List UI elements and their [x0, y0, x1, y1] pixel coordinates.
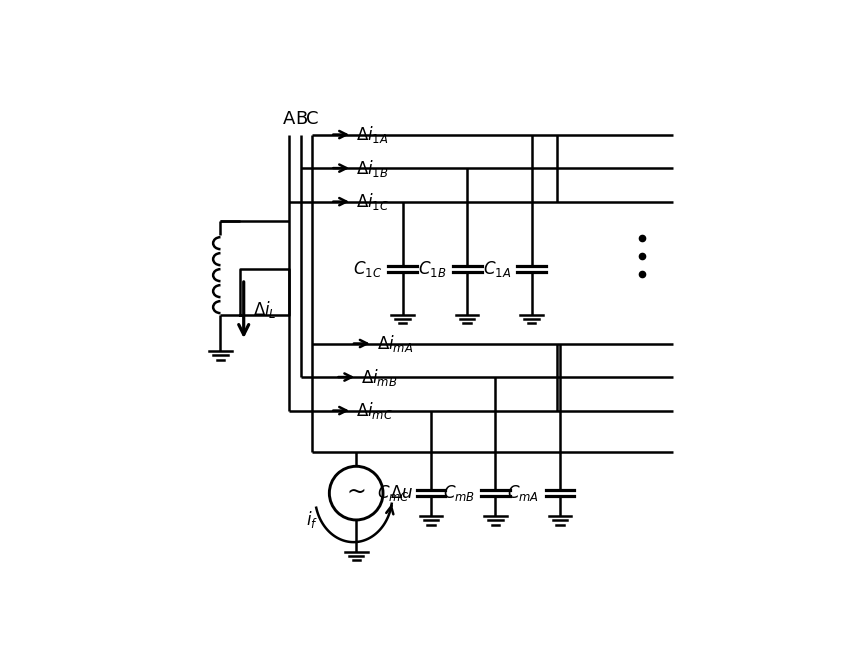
Text: $\Delta i_{mA}$: $\Delta i_{mA}$ — [377, 333, 414, 354]
Text: $\Delta i_{1B}$: $\Delta i_{1B}$ — [357, 157, 389, 179]
Text: $C_{mB}$: $C_{mB}$ — [443, 483, 475, 503]
Text: $\Delta i_{1A}$: $\Delta i_{1A}$ — [357, 124, 389, 145]
Text: $\Delta i_{1C}$: $\Delta i_{1C}$ — [357, 191, 390, 212]
Text: $C_{1B}$: $C_{1B}$ — [418, 259, 447, 279]
Text: $C_{1C}$: $C_{1C}$ — [353, 259, 382, 279]
Text: $\Delta i_{mC}$: $\Delta i_{mC}$ — [357, 400, 393, 421]
Text: $\Delta i_{mB}$: $\Delta i_{mB}$ — [362, 366, 398, 387]
Text: $\Delta i_{L}$: $\Delta i_{L}$ — [253, 299, 277, 320]
Text: C: C — [306, 111, 318, 129]
Text: $C_{mA}$: $C_{mA}$ — [507, 483, 540, 503]
Text: A: A — [283, 111, 295, 129]
Text: $C_{1A}$: $C_{1A}$ — [483, 259, 511, 279]
Text: B: B — [294, 111, 307, 129]
Text: $C_{mC}$: $C_{mC}$ — [377, 483, 410, 503]
Text: $i_{f}$: $i_{f}$ — [306, 509, 318, 529]
Text: $\Delta u$: $\Delta u$ — [391, 484, 414, 502]
Text: ~: ~ — [346, 480, 366, 504]
